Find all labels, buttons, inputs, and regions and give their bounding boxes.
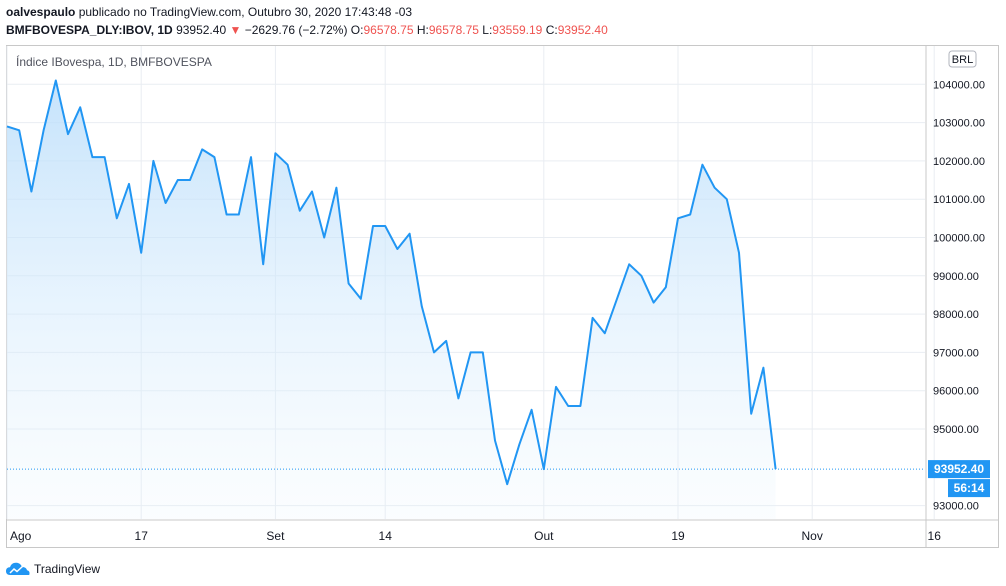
price-tag <box>928 460 990 479</box>
low-label: L: <box>482 23 493 37</box>
down-arrow-icon: ▼ <box>229 23 242 37</box>
high-value: 96578.75 <box>428 23 479 37</box>
tradingview-logo[interactable]: TradingView <box>6 560 100 578</box>
y-tick-label: 101000.00 <box>933 194 985 206</box>
y-tick-label: 96000.00 <box>933 386 979 398</box>
x-tick-label: Ago <box>10 529 32 543</box>
x-tick-label: 14 <box>379 529 393 543</box>
symbol-name: BMFBOVESPA_DLY:IBOV, 1D <box>6 23 173 37</box>
y-tick-label: 102000.00 <box>933 156 985 168</box>
ohlc-bar: BMFBOVESPA_DLY:IBOV, 1D 93952.40 ▼ −2629… <box>6 23 608 37</box>
y-tick-label: 99000.00 <box>933 271 979 283</box>
brand-name: TradingView <box>34 562 101 576</box>
y-tick-label: 104000.00 <box>933 79 985 91</box>
x-tick-label: Nov <box>802 529 823 543</box>
currency-badge[interactable] <box>948 50 977 68</box>
y-tick-label: 97000.00 <box>933 347 979 359</box>
price-line <box>6 79 777 486</box>
open-label: O: <box>350 23 364 37</box>
y-tick-label: 93000.00 <box>933 501 979 513</box>
close-label: C: <box>545 23 558 37</box>
x-tick-label: Set <box>266 529 285 543</box>
y-tick-label: 95000.00 <box>933 424 979 436</box>
x-tick-label: 16 <box>928 529 942 543</box>
low-value: 93559.19 <box>492 23 543 37</box>
open-value: 96578.75 <box>363 23 414 37</box>
y-tick-label: 100000.00 <box>933 233 985 245</box>
y-tick-label: 98000.00 <box>933 309 979 321</box>
price-change: −2629.76 (−2.72%) <box>244 23 348 37</box>
close-value: 93952.40 <box>557 23 608 37</box>
high-label: H: <box>416 23 429 37</box>
author-name: oalvespaulo <box>6 5 76 19</box>
publish-date: publicado no TradingView.com, Outubro 30… <box>78 5 413 19</box>
price-tag-label: 93952.40 <box>934 462 984 476</box>
y-tick-label: 103000.00 <box>933 118 985 130</box>
countdown-tag <box>948 479 990 498</box>
publish-info: oalvespaulo publicado no TradingView.com… <box>6 5 412 19</box>
x-tick-label: 17 <box>135 529 149 543</box>
x-tick-label: Out <box>534 529 554 543</box>
currency-label: BRL <box>952 54 973 66</box>
tradingview-cloud-icon <box>6 562 30 575</box>
x-tick-label: 19 <box>671 529 685 543</box>
legend-title: Índice IBovespa, 1D, BMFBOVESPA <box>16 54 212 69</box>
last-price: 93952.40 <box>176 23 227 37</box>
price-area <box>7 80 776 519</box>
countdown-label: 56:14 <box>954 481 985 495</box>
